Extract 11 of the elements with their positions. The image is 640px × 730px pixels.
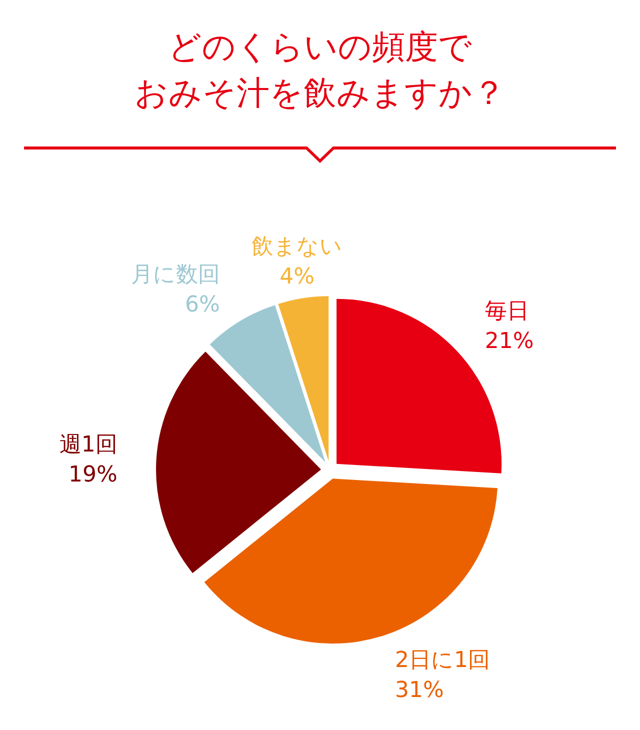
- slice-label: 毎日: [484, 298, 529, 324]
- slice-label: 飲まない: [252, 234, 343, 260]
- data-label: 4%: [280, 264, 315, 290]
- data-label: 19%: [68, 462, 118, 488]
- data-label: 6%: [185, 292, 220, 318]
- chart-title: どのくらいの頻度でおみそ汁を飲みますか？: [134, 27, 506, 112]
- slice-label: 2日に1回: [395, 648, 490, 673]
- data-label: 31%: [395, 678, 444, 703]
- data-label: 21%: [484, 328, 534, 354]
- slice-label: 週1回: [59, 432, 118, 458]
- slice-label: 月に数回: [130, 262, 220, 288]
